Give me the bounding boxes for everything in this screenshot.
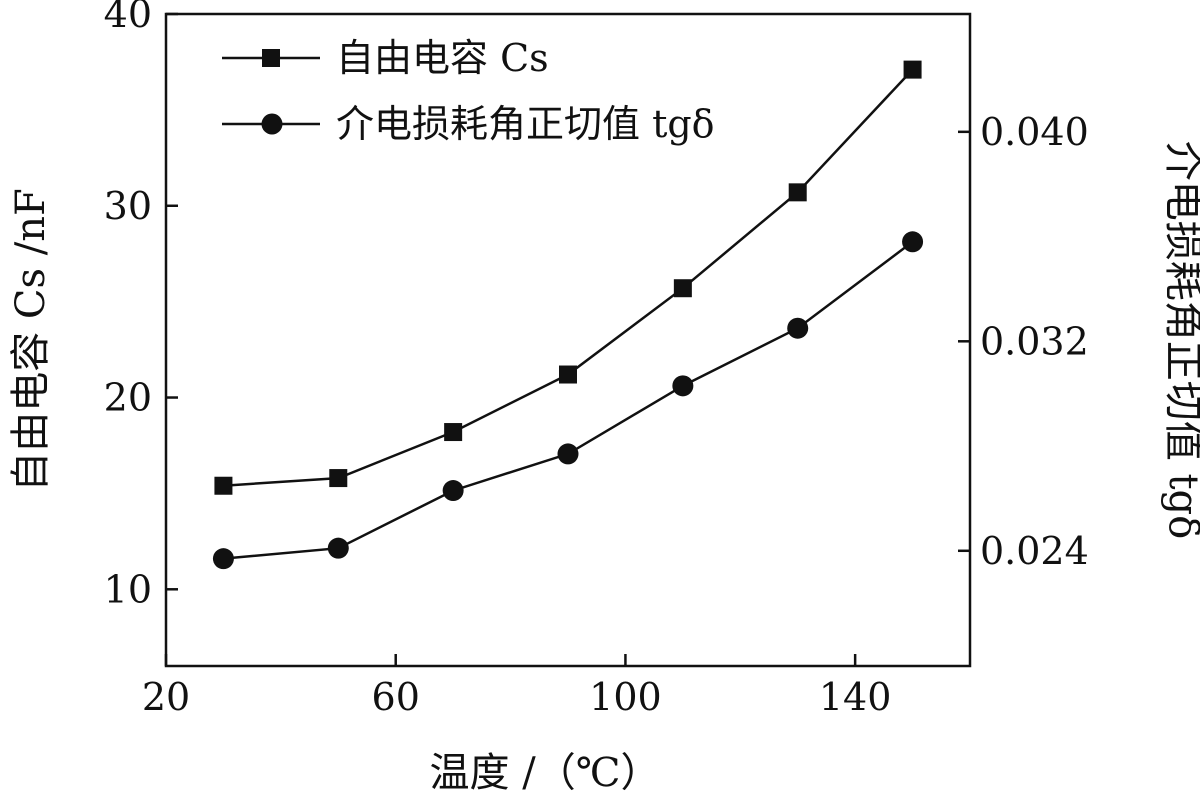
- y-right-tick-label: 0.040: [980, 110, 1089, 154]
- data-point-tangent: [787, 317, 809, 339]
- series-markers: [212, 60, 924, 570]
- x-tick-label: 60: [372, 675, 420, 719]
- data-point-capacitance: [329, 469, 348, 488]
- legend-label-capacitance: 自由电容 Cs: [336, 36, 549, 80]
- data-point-tangent: [672, 375, 694, 397]
- series-line-tangent: [223, 240, 914, 560]
- x-tick-label: 140: [819, 675, 892, 719]
- y-left-tick-label: 40: [104, 0, 152, 36]
- y-axis-left-label: 自由电容 Cs /nF: [8, 188, 54, 492]
- data-point-capacitance: [788, 183, 807, 202]
- legend: 自由电容 Cs 介电损耗角正切值 tgδ: [222, 36, 715, 146]
- data-point-capacitance: [444, 423, 463, 442]
- data-point-tangent: [212, 548, 234, 570]
- data-point-capacitance: [673, 279, 692, 298]
- y-left-tick-label: 10: [104, 567, 152, 611]
- x-tick-label: 20: [142, 675, 190, 719]
- data-point-capacitance: [214, 476, 233, 495]
- data-point-tangent: [442, 480, 464, 502]
- legend-marker-square: [262, 49, 280, 67]
- data-point-tangent: [902, 231, 924, 253]
- tick-group: 20 60 100 140 10 20 30 40 0.024 0.032 0.040: [104, 0, 1089, 719]
- y-left-tick-label: 30: [104, 184, 152, 228]
- legend-label-tangent: 介电损耗角正切值 tgδ: [336, 102, 715, 146]
- y-right-tick-label: 0.024: [980, 529, 1089, 573]
- data-point-tangent: [327, 537, 349, 559]
- data-point-tangent: [557, 443, 579, 465]
- x-axis-label: 温度 /（℃）: [430, 750, 661, 796]
- y-left-tick-label: 20: [104, 376, 152, 420]
- data-point-capacitance: [559, 365, 577, 384]
- y-axis-right-label: 介电损耗角正切值 tgδ: [1160, 141, 1200, 539]
- data-point-capacitance: [903, 60, 922, 79]
- legend-marker-circle: [261, 113, 283, 135]
- y-right-tick-label: 0.032: [980, 319, 1089, 363]
- x-tick-label: 100: [589, 675, 662, 719]
- plot-frame: [164, 12, 972, 668]
